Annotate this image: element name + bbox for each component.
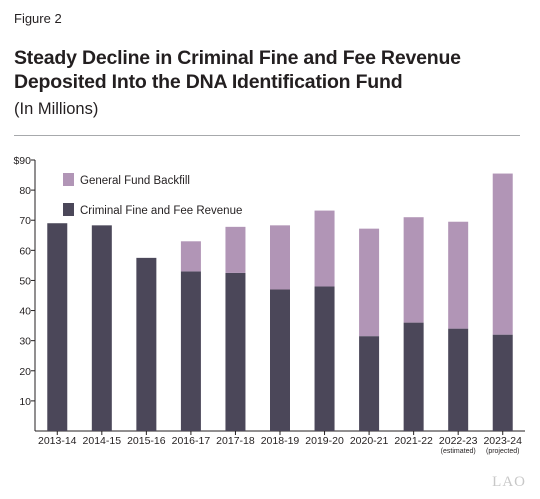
y-tick-label: 10 (19, 396, 31, 408)
bar-criminal-fine-fee-revenue (492, 334, 513, 431)
legend-label: General Fund Backfill (80, 175, 190, 187)
chart-subtitle: (In Millions) (14, 100, 99, 118)
bar-general-fund-backfill (448, 221, 469, 329)
y-tick-label: 30 (19, 336, 31, 348)
y-tick-label: $90 (13, 155, 31, 167)
lao-logo: LAO (492, 474, 526, 490)
figure-label: Figure 2 (14, 11, 62, 26)
bar-general-fund-backfill (314, 210, 335, 287)
x-tick-label: 2023-24 (483, 435, 522, 447)
x-tick-label: 2018-19 (261, 435, 300, 447)
x-tick-label: 2013-14 (38, 435, 77, 447)
y-tick-label: 20 (19, 366, 31, 378)
bar-general-fund-backfill (180, 241, 201, 272)
bar-criminal-fine-fee-revenue (314, 286, 335, 431)
bar-criminal-fine-fee-revenue (91, 225, 112, 431)
title-divider (14, 135, 520, 136)
bar-criminal-fine-fee-revenue (448, 328, 469, 431)
x-tick-note: (estimated) (441, 448, 476, 455)
bar-general-fund-backfill (403, 217, 424, 323)
bar-general-fund-backfill (359, 228, 380, 337)
y-tick-label: 40 (19, 306, 31, 318)
bar-general-fund-backfill (492, 173, 513, 335)
x-axis-labels: 2013-14 2014-15 2015-16 2016-17 2017-18 2018-… (38, 431, 522, 455)
x-tick-label: 2014-15 (83, 435, 122, 447)
bar-general-fund-backfill (270, 225, 290, 290)
bar-general-fund-backfill (225, 226, 246, 273)
bars-group (47, 173, 513, 431)
x-tick-label: 2017-18 (216, 435, 255, 447)
x-tick-label: 2021-22 (394, 435, 433, 447)
x-tick-label: 2015-16 (127, 435, 166, 447)
bar-criminal-fine-fee-revenue (136, 257, 157, 431)
bar-criminal-fine-fee-revenue (270, 289, 290, 431)
y-tick-label: 50 (19, 275, 31, 287)
y-tick-label: 80 (19, 185, 31, 197)
bar-criminal-fine-fee-revenue (403, 322, 424, 431)
x-tick-label: 2016-17 (172, 435, 211, 447)
bar-criminal-fine-fee-revenue (359, 336, 380, 431)
x-tick-label: 2022-23 (439, 435, 478, 447)
legend: General Fund Backfill Criminal Fine and F… (63, 173, 242, 217)
bar-criminal-fine-fee-revenue (225, 272, 246, 431)
x-tick-label: 2020-21 (350, 435, 389, 447)
legend-label: Criminal Fine and Fee Revenue (80, 205, 242, 217)
legend-swatch (63, 203, 74, 216)
chart-title: Steady Decline in Criminal Fine and Fee … (14, 47, 461, 93)
y-tick-label: 70 (19, 215, 31, 227)
x-tick-note: (projected) (486, 448, 519, 455)
y-axis-ticks: 10 20 30 40 50 60 70 80 $90 (13, 155, 35, 408)
x-tick-label: 2019-20 (305, 435, 344, 447)
y-tick-label: 60 (19, 245, 31, 257)
bar-criminal-fine-fee-revenue (180, 271, 201, 431)
legend-swatch (63, 173, 74, 186)
bar-criminal-fine-fee-revenue (47, 223, 68, 431)
